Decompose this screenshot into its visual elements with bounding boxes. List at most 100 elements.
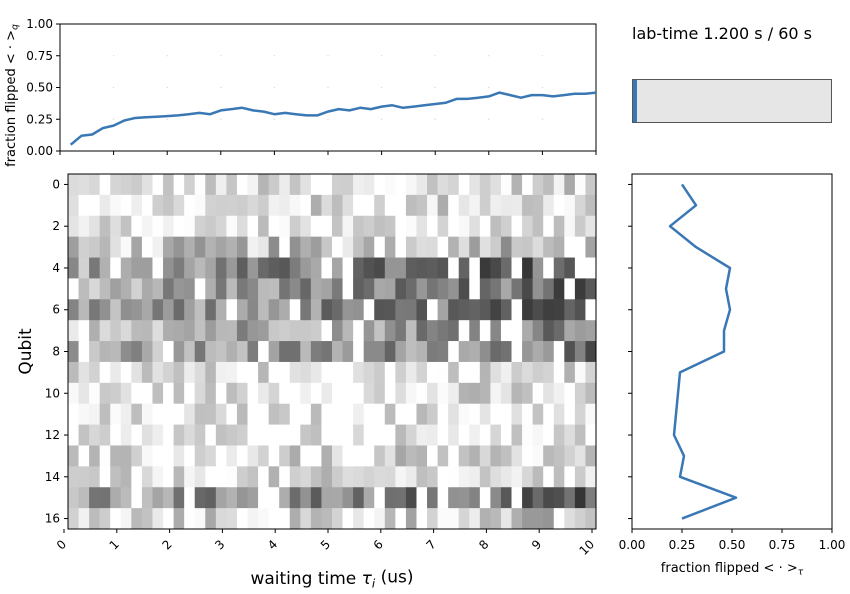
heatmap-cell [194, 278, 206, 300]
heatmap-cell [236, 174, 248, 196]
heatmap-cell [395, 278, 407, 300]
heatmap-cell [163, 320, 174, 342]
heatmap-cell [405, 382, 417, 405]
heatmap-cell [152, 445, 164, 467]
heatmap-cell [437, 361, 449, 384]
heatmap-cell [448, 320, 460, 342]
heatmap-cell [184, 341, 196, 363]
heatmap-cell [141, 508, 153, 530]
heatmap-cell [236, 257, 248, 279]
heatmap-cell [110, 508, 122, 530]
heatmap-cell [427, 257, 438, 279]
heatmap-cell [458, 341, 470, 363]
heatmap-cell [236, 320, 248, 342]
heatmap-cell [332, 236, 343, 258]
heatmap-cell [395, 236, 407, 258]
heatmap-cell [500, 424, 512, 446]
heatmap-cell [194, 424, 206, 446]
heatmap-cell [458, 299, 470, 321]
heatmap-cell [141, 403, 153, 425]
heatmap-cell [321, 236, 333, 258]
heatmap-cell [205, 215, 217, 238]
heatmap-cell [543, 424, 555, 446]
heatmap-cell [342, 382, 354, 405]
heatmap-cell [258, 174, 270, 196]
heatmap-cell [416, 466, 428, 488]
heatmap-cell [511, 445, 523, 467]
heatmap-cell [543, 278, 555, 300]
heatmap-cell [131, 445, 143, 467]
heatmap-cell [68, 215, 79, 238]
heatmap-cell [479, 299, 491, 321]
heatmap-cell [215, 174, 227, 196]
heatmap-cell [99, 236, 111, 258]
x-tick-label: 8 [476, 537, 491, 552]
heatmap-cell [532, 445, 544, 467]
heatmap-cell [511, 403, 523, 425]
heatmap-cell [564, 320, 576, 342]
heatmap-cell [585, 466, 597, 488]
heatmap-cell [236, 341, 248, 363]
heatmap-cell [99, 320, 111, 342]
heatmap-cell [553, 403, 565, 425]
heatmap-cell [110, 299, 122, 321]
heatmap-cell [194, 403, 206, 425]
heatmap-cell [78, 299, 90, 321]
heatmap-cell [416, 487, 428, 509]
heatmap-cell [120, 257, 132, 279]
heatmap-cell [89, 257, 101, 279]
heatmap-cell [458, 215, 470, 238]
heatmap-cell [205, 361, 217, 384]
heatmap-cell [585, 424, 597, 446]
heatmap-cell [226, 361, 238, 384]
heatmap-cell [469, 299, 481, 321]
heatmap-cell [332, 487, 343, 509]
heatmap-cell [574, 487, 586, 509]
heatmap-cell [120, 445, 132, 467]
heatmap-cell [184, 466, 196, 488]
heatmap-cell [353, 466, 365, 488]
heatmap-cell [363, 194, 375, 217]
heatmap-cell [173, 361, 185, 384]
heatmap-cell [173, 424, 185, 446]
heatmap-cell [310, 320, 322, 342]
heatmap-cell [236, 215, 248, 238]
heatmap-cell [173, 508, 185, 530]
heatmap-cell [522, 424, 534, 446]
heatmap-cell [194, 320, 206, 342]
heatmap-cell [374, 487, 386, 509]
right-series-line [668, 183, 738, 520]
heatmap-cell [173, 257, 185, 279]
heatmap-cell [194, 194, 206, 217]
heatmap-cell [184, 278, 196, 300]
heatmap-cell [332, 361, 343, 384]
heatmap-cell [215, 445, 227, 467]
heatmap-cell [353, 361, 365, 384]
heatmap-cell [511, 466, 523, 488]
heatmap-cell [479, 424, 491, 446]
heatmap-cell [131, 341, 143, 363]
heatmap-cell [416, 299, 428, 321]
heatmap-cell [543, 299, 555, 321]
heatmap-cell [553, 382, 565, 405]
heatmap-cell [500, 320, 512, 342]
heatmap-cell [173, 194, 185, 217]
heatmap-cell [374, 445, 386, 467]
heatmap-cell [437, 508, 449, 530]
heatmap-cell [448, 424, 460, 446]
heatmap-cell [522, 382, 534, 405]
heatmap-cell [258, 403, 270, 425]
heatmap-cell [289, 487, 301, 509]
heatmap-cell [448, 236, 460, 258]
heatmap-cell [384, 487, 396, 509]
heatmap-cell [194, 341, 206, 363]
heatmap-cell [585, 403, 597, 425]
heatmap-cell [120, 424, 132, 446]
heatmap-cell [173, 299, 185, 321]
heatmap-cell [553, 257, 565, 279]
x-tick-label: 10 [576, 537, 597, 558]
heatmap-cell [68, 236, 79, 258]
heatmap-cell [543, 341, 555, 363]
heatmap-cell [110, 278, 122, 300]
heatmap-cell [152, 424, 164, 446]
